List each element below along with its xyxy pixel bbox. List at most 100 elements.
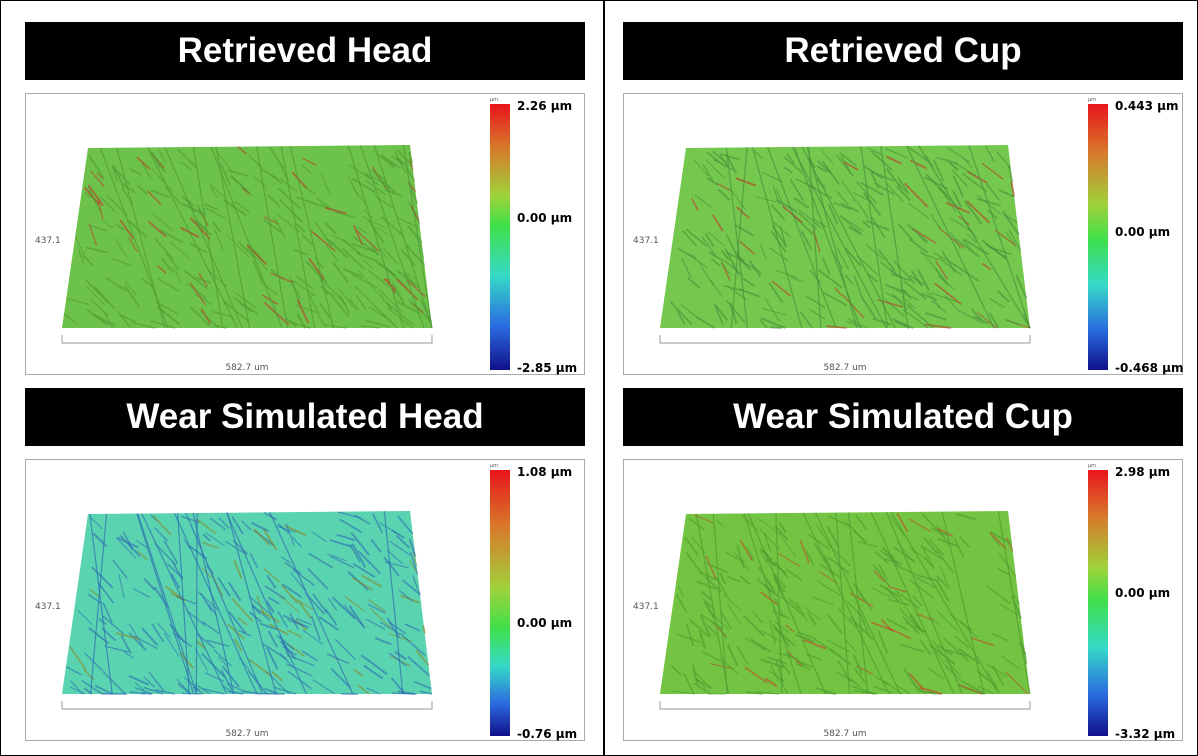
scratch [136,513,195,695]
texture [918,233,929,242]
texture [927,667,945,680]
texture [860,182,885,196]
texture [919,639,932,656]
texture [885,167,902,188]
texture [408,299,432,323]
texture [720,657,739,675]
texture [853,667,866,683]
texture [343,604,364,627]
texture [743,637,766,651]
texture [409,551,419,575]
texture [772,185,780,205]
texture [736,645,749,665]
texture [694,194,712,209]
texture [699,571,720,582]
texture [324,608,338,626]
texture [170,573,181,589]
texture [141,277,154,289]
texture [897,594,909,612]
texture [691,198,699,211]
texture [88,223,98,247]
texture [310,616,321,641]
texture [719,153,741,161]
y-size: 437.1 [35,236,61,246]
texture [706,624,718,636]
texture [944,659,962,677]
texture [394,151,407,174]
texture [680,303,700,320]
texture [136,156,151,170]
texture [324,206,347,215]
scratch [793,146,861,329]
texture [88,588,101,598]
texture [277,611,288,628]
texture [741,277,756,288]
texture [163,540,179,564]
texture [985,182,1000,201]
texture [326,553,347,562]
texture [870,170,894,182]
texture [761,308,787,316]
texture [885,292,912,308]
texture [105,277,127,292]
texture [778,552,800,567]
texture [933,648,949,670]
texture [827,556,850,574]
texture [688,618,710,638]
texture [225,540,247,555]
texture [907,202,930,220]
texture [844,247,862,267]
baseline [61,701,433,710]
texture [278,594,300,613]
texture [745,691,763,695]
texture [263,219,282,234]
scale-max: 0.443 µm [1115,99,1178,113]
texture [400,633,426,657]
texture [106,194,128,217]
texture [724,260,744,277]
texture [843,161,859,171]
texture [937,527,954,537]
texture [908,238,929,254]
texture [209,184,219,199]
texture [692,664,699,686]
texture [820,148,834,164]
texture [855,515,868,531]
texture [970,308,982,321]
texture [189,306,211,327]
texture [903,309,929,329]
texture [251,522,269,533]
texture [295,617,312,626]
texture [944,294,958,311]
texture [285,523,295,546]
texture [844,638,858,653]
texture [959,535,970,549]
texture [763,532,772,552]
texture [154,238,174,261]
texture [398,589,414,602]
texture [998,189,1015,198]
texture [966,200,991,224]
texture [916,268,930,291]
texture [823,291,848,307]
texture [945,201,971,214]
scratch [359,145,425,329]
texture [351,242,376,253]
texture [143,686,164,695]
texture [719,155,729,167]
texture [682,230,698,247]
texture [856,540,879,548]
texture [119,219,135,240]
texture [217,576,231,597]
texture [323,323,347,329]
texture [760,591,779,606]
texture [771,280,792,297]
texture [173,266,182,283]
texture [739,240,756,256]
texture [422,625,426,634]
texture [102,602,113,624]
texture [301,650,319,662]
texture [685,552,703,575]
texture [395,278,419,301]
texture [391,282,406,305]
